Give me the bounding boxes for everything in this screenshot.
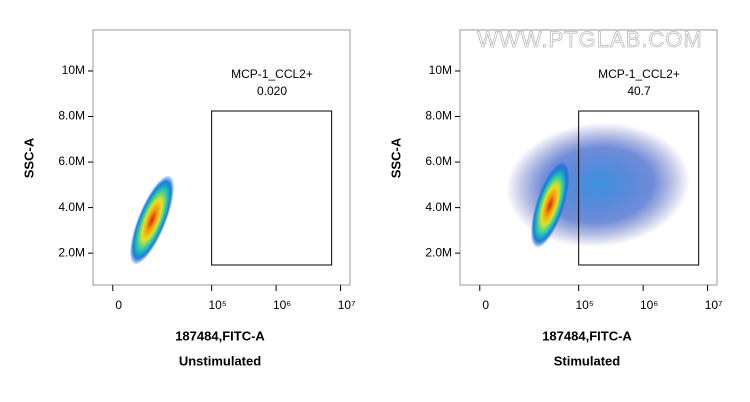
y-tick-label: 4.0M: [425, 200, 452, 214]
y-tick-label: 10M: [62, 63, 85, 77]
y-tick-label: 6.0M: [425, 154, 452, 168]
gate: [211, 110, 333, 266]
y-tick-label: 10M: [429, 63, 452, 77]
y-tick-label: 6.0M: [58, 154, 85, 168]
panel-caption: Unstimulated: [179, 353, 261, 368]
x-tick-label: 10⁵: [208, 298, 226, 312]
gate-name: MCP-1_CCL2+: [598, 67, 680, 81]
plot-frame: [459, 29, 718, 286]
gate-value: 40.7: [627, 84, 651, 98]
x-tick-label: 10⁶: [273, 298, 291, 312]
gate-name: MCP-1_CCL2+: [231, 67, 313, 81]
watermark: WWW.PTGLAB.COM: [477, 27, 702, 52]
plot-frame: [92, 29, 351, 286]
density-cloud: [530, 161, 570, 249]
panel-caption: Stimulated: [554, 353, 621, 368]
y-tick-label: 2.0M: [425, 245, 452, 259]
density-cloud: [506, 122, 690, 248]
x-tick-label: 10⁵: [575, 298, 593, 312]
gate-value: 0.020: [257, 84, 287, 98]
density-cloud: [129, 175, 175, 265]
x-axis-title: 187484,FITC-A: [175, 328, 265, 343]
x-tick-label: 0: [482, 298, 489, 312]
y-tick-label: 4.0M: [58, 200, 85, 214]
x-tick-label: 0: [115, 298, 122, 312]
x-tick-label: 10⁷: [705, 298, 723, 312]
x-tick-label: 10⁷: [338, 298, 356, 312]
x-tick-label: 10⁶: [640, 298, 658, 312]
y-tick-label: 8.0M: [58, 109, 85, 123]
x-axis-title: 187484,FITC-A: [542, 328, 632, 343]
y-tick-label: 8.0M: [425, 109, 452, 123]
y-tick-label: 2.0M: [58, 245, 85, 259]
y-axis-title: SSC-A: [388, 137, 403, 178]
y-axis-title: SSC-A: [21, 137, 36, 178]
gate: [578, 110, 700, 266]
